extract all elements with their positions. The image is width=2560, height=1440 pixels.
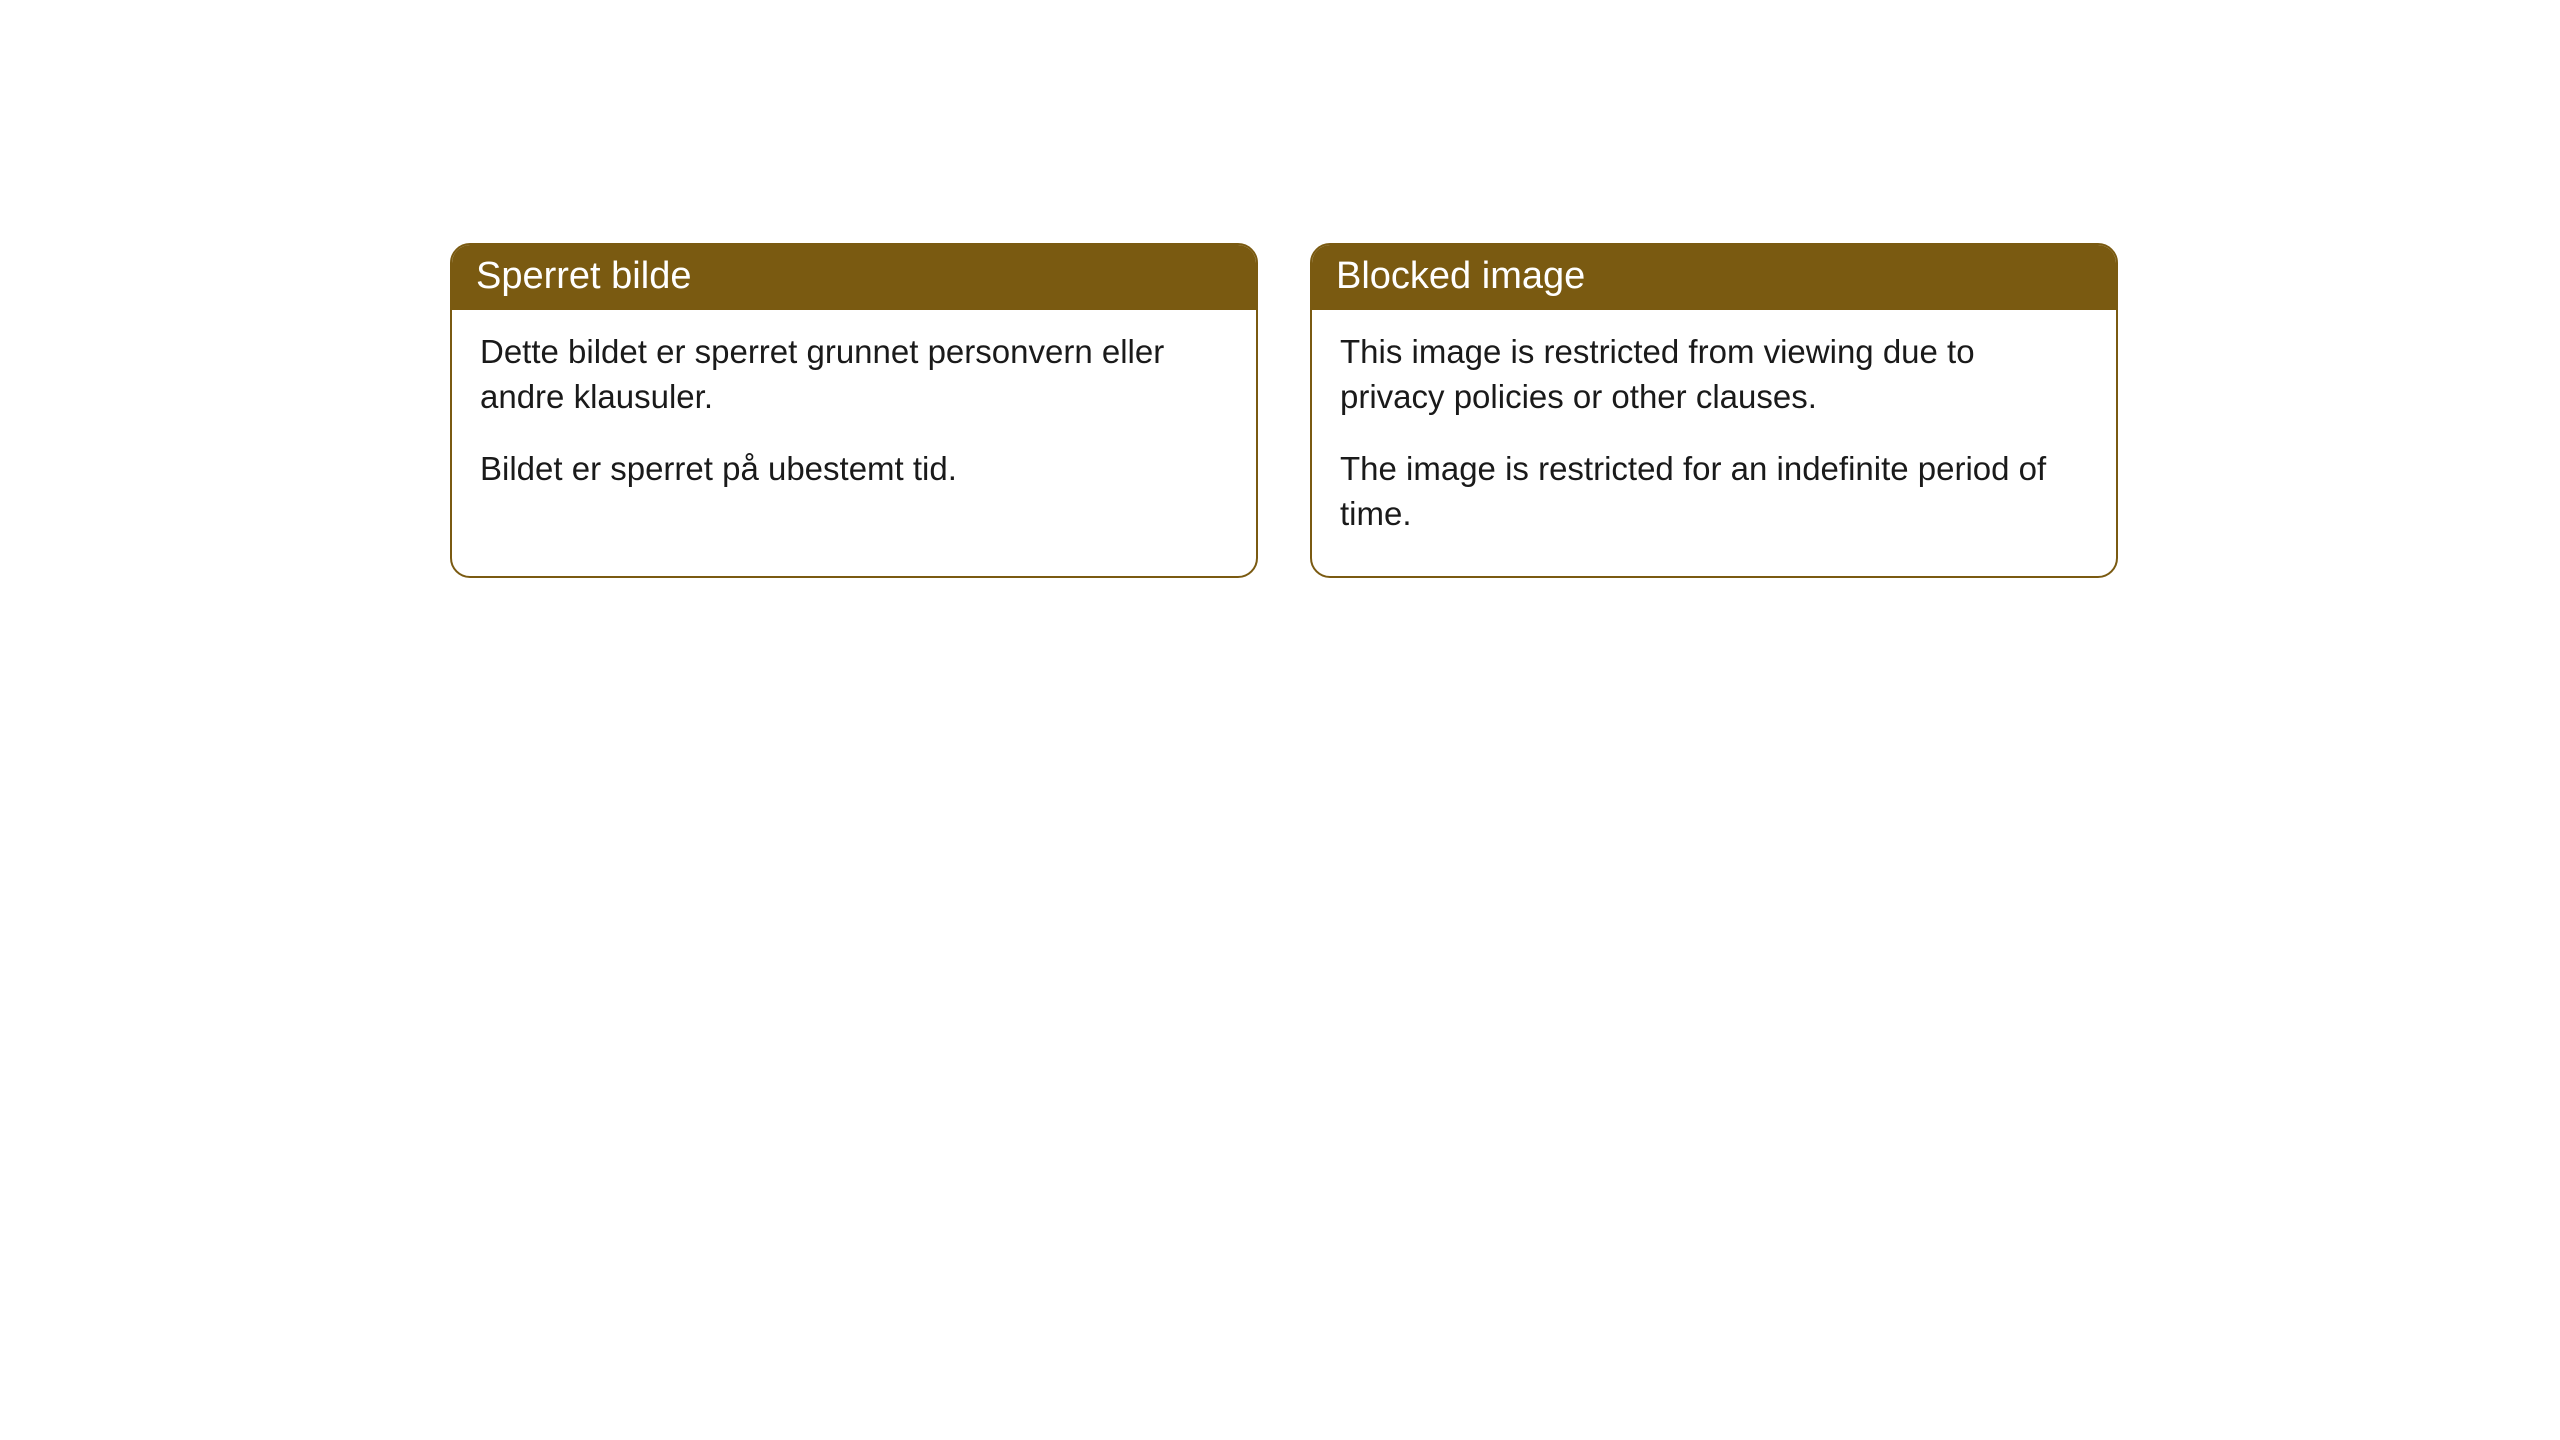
card-title-no: Sperret bilde <box>476 255 691 297</box>
card-title-en: Blocked image <box>1336 255 1585 297</box>
card-header-no: Sperret bilde <box>452 245 1256 310</box>
notice-cards-container: Sperret bilde Dette bildet er sperret gr… <box>450 243 2118 578</box>
card-paragraph-2-en: The image is restricted for an indefinit… <box>1340 447 2088 536</box>
card-paragraph-2-no: Bildet er sperret på ubestemt tid. <box>480 447 1228 492</box>
card-body-en: This image is restricted from viewing du… <box>1312 310 2116 576</box>
card-paragraph-1-no: Dette bildet er sperret grunnet personve… <box>480 330 1228 419</box>
blocked-image-card-en: Blocked image This image is restricted f… <box>1310 243 2118 578</box>
blocked-image-card-no: Sperret bilde Dette bildet er sperret gr… <box>450 243 1258 578</box>
card-body-no: Dette bildet er sperret grunnet personve… <box>452 310 1256 532</box>
card-header-en: Blocked image <box>1312 245 2116 310</box>
card-paragraph-1-en: This image is restricted from viewing du… <box>1340 330 2088 419</box>
